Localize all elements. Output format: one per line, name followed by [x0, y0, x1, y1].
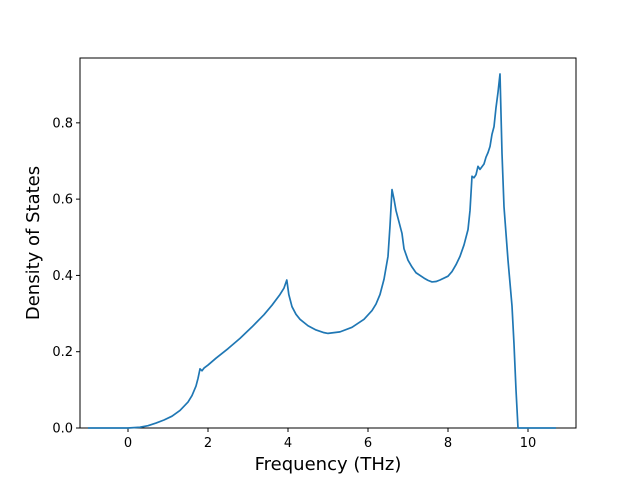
dos-series-line	[88, 73, 556, 429]
x-tick-label: 10	[520, 436, 537, 451]
y-tick-label: 0.6	[52, 193, 73, 208]
y-tick-label: 0.0	[52, 422, 73, 437]
y-axis-title: Density of States	[23, 166, 44, 320]
x-tick-label: 8	[444, 436, 452, 451]
x-tick-label: 0	[124, 436, 132, 451]
x-tick-label: 6	[364, 436, 372, 451]
y-tick-label: 0.8	[52, 116, 73, 131]
x-tick-label: 2	[204, 436, 212, 451]
y-tick-label: 0.2	[52, 345, 73, 360]
y-axis-ticks: 0.0 0.2 0.4 0.6 0.8	[52, 116, 80, 437]
plot-frame	[79, 57, 577, 429]
y-tick-label: 0.4	[52, 269, 73, 284]
x-axis-ticks: 0 2 4 6 8 10	[124, 428, 536, 451]
x-axis-title: Frequency (THz)	[255, 454, 402, 475]
x-tick-label: 4	[284, 436, 292, 451]
